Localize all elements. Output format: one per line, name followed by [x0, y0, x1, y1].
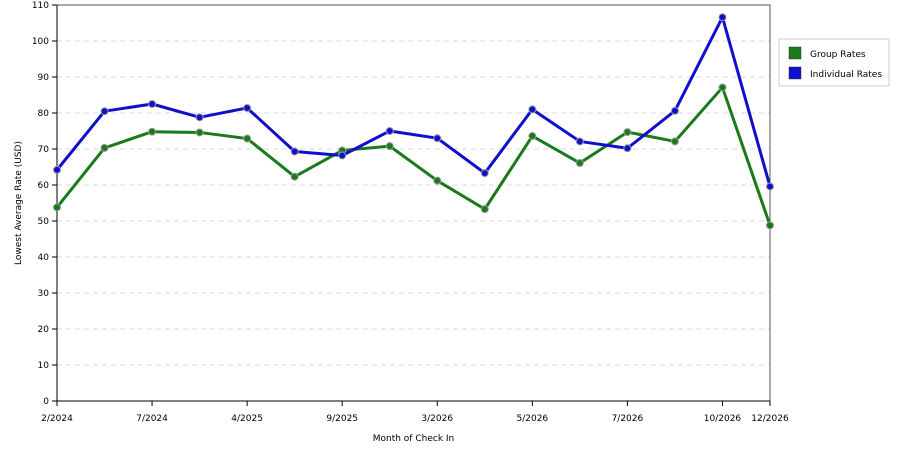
series-line-individual-rates — [55, 15, 772, 187]
x-axis-title: Month of Check In — [373, 434, 455, 444]
legend: Group Rates Individual Rates — [778, 38, 890, 87]
y-tick-label: 80 — [38, 109, 50, 119]
y-tick-label: 30 — [38, 289, 50, 299]
data-point — [433, 176, 442, 185]
data-point — [480, 169, 489, 178]
data-point — [148, 127, 157, 136]
data-point — [575, 159, 584, 168]
data-point — [290, 172, 299, 181]
y-tick-label: 50 — [38, 217, 50, 227]
data-point — [718, 13, 727, 22]
y-axis-title: Lowest Average Rate (USD) — [14, 141, 24, 265]
data-point — [528, 105, 537, 114]
legend-label-individual-rates: Individual Rates — [810, 70, 882, 80]
tick-labels: 0 10 20 30 40 50 60 70 80 90 100 110 2/2024 7/2024 4/2… — [32, 1, 789, 424]
series-lines — [53, 13, 774, 230]
y-tick-label: 90 — [38, 73, 50, 83]
y-tick-label: 60 — [38, 181, 50, 191]
x-tick-label: 7/2026 — [612, 414, 644, 424]
data-point — [670, 106, 679, 115]
data-point — [243, 103, 252, 112]
data-point — [243, 134, 252, 143]
y-tick-label: 20 — [38, 325, 50, 335]
data-point — [433, 134, 442, 143]
legend-swatch-group-rates — [788, 46, 802, 60]
data-point — [385, 127, 394, 135]
series-line-group-rates — [55, 85, 772, 226]
legend-swatch-individual-rates — [788, 66, 802, 80]
plot-frame — [56, 4, 771, 402]
x-tick-label: 9/2025 — [326, 414, 358, 424]
data-point — [100, 107, 109, 116]
data-point — [385, 142, 394, 151]
data-point — [528, 132, 537, 141]
x-tick-label: 10/2026 — [704, 414, 742, 424]
data-point — [53, 165, 61, 174]
y-tick-label: 40 — [38, 253, 50, 263]
axes — [52, 4, 771, 406]
data-point — [575, 137, 584, 146]
data-point — [100, 143, 109, 152]
y-tick-label: 100 — [32, 37, 49, 47]
data-point — [338, 151, 347, 160]
x-tick-label: 2/2024 — [41, 414, 73, 424]
y-tick-label: 10 — [38, 361, 50, 371]
data-point — [195, 113, 204, 122]
data-point — [718, 83, 727, 92]
data-point — [766, 221, 774, 230]
x-tick-label: 5/2026 — [516, 414, 548, 424]
x-tick-label: 3/2026 — [421, 414, 453, 424]
data-point — [290, 147, 299, 156]
y-tick-label: 110 — [32, 1, 49, 11]
x-tick-label: 12/2026 — [751, 414, 789, 424]
data-point — [195, 128, 204, 137]
data-point — [53, 203, 61, 212]
y-tick-label: 70 — [38, 145, 50, 155]
data-point — [623, 128, 632, 137]
x-tick-label: 4/2025 — [231, 414, 263, 424]
data-point — [623, 144, 632, 153]
y-tick-label: 0 — [43, 397, 49, 407]
grid-lines — [57, 4, 770, 366]
data-point — [148, 100, 157, 108]
x-tick-label: 7/2024 — [136, 414, 168, 424]
data-point — [670, 137, 679, 146]
legend-label-group-rates: Group Rates — [810, 50, 866, 60]
data-point — [766, 182, 774, 191]
data-point — [480, 205, 489, 214]
